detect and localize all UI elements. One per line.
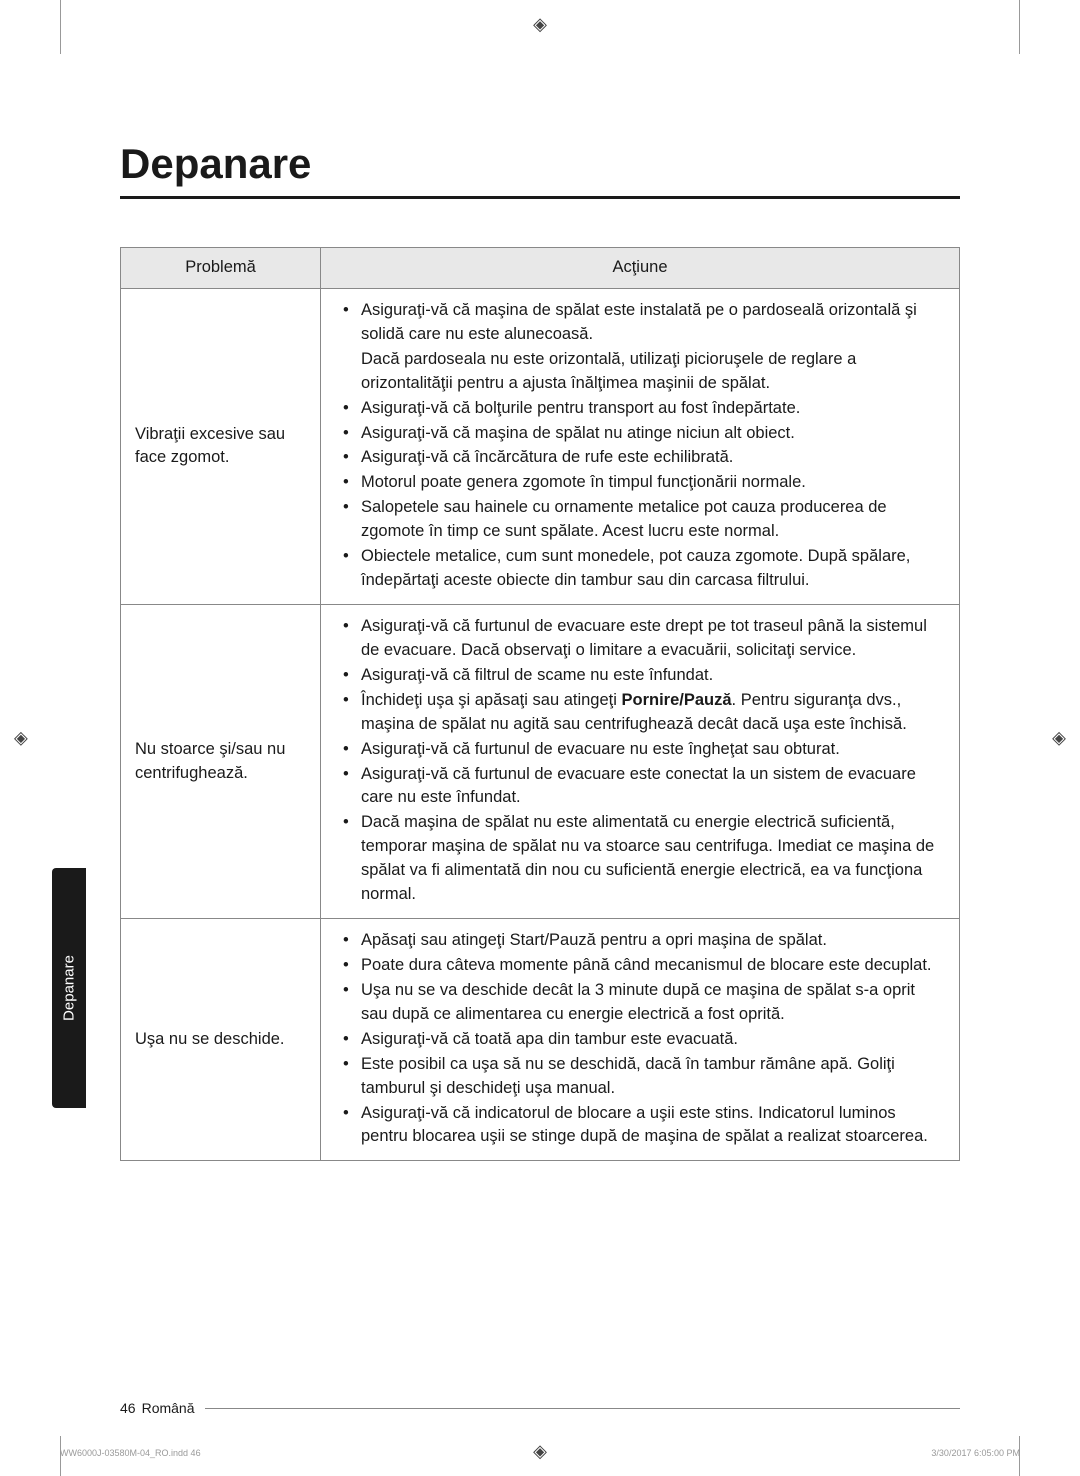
- page-number: 46: [120, 1400, 136, 1416]
- action-cell: Asiguraţi-vă că furtunul de evacuare est…: [321, 604, 960, 918]
- header-action: Acţiune: [321, 248, 960, 289]
- action-cell: Asiguraţi-vă că maşina de spălat este in…: [321, 288, 960, 604]
- action-item: Asiguraţi-vă că maşina de spălat nu atin…: [341, 422, 941, 446]
- header-problem: Problemă: [121, 248, 321, 289]
- problem-cell: Uşa nu se deschide.: [121, 919, 321, 1161]
- page-title: Depanare: [120, 140, 960, 188]
- action-item: Asiguraţi-vă că indicatorul de blocare a…: [341, 1102, 941, 1150]
- action-item: Asiguraţi-vă că furtunul de evacuare est…: [341, 763, 941, 811]
- print-timestamp: 3/30/2017 6:05:00 PM: [931, 1448, 1020, 1458]
- page-language: Română: [142, 1400, 195, 1416]
- page-footer: 46 Română: [120, 1400, 960, 1416]
- problem-cell: Vibraţii excesive sau face zgomot.: [121, 288, 321, 604]
- action-item: Asiguraţi-vă că maşina de spălat este in…: [341, 299, 941, 347]
- title-underline: [120, 196, 960, 199]
- action-item: Asiguraţi-vă că bolţurile pentru transpo…: [341, 397, 941, 421]
- action-item: Dacă maşina de spălat nu este alimentată…: [341, 811, 941, 907]
- action-item: Asiguraţi-vă că încărcătura de rufe este…: [341, 446, 941, 470]
- action-item: Apăsaţi sau atingeţi Start/Pauză pentru …: [341, 929, 941, 953]
- action-item: Obiectele metalice, cum sunt monedele, p…: [341, 545, 941, 593]
- action-subtext: Dacă pardoseala nu este orizontală, util…: [341, 348, 941, 396]
- action-item: Poate dura câteva momente până când meca…: [341, 954, 941, 978]
- action-item: Salopetele sau hainele cu ornamente meta…: [341, 496, 941, 544]
- action-item: Motorul poate genera zgomote în timpul f…: [341, 471, 941, 495]
- action-item: Asiguraţi-vă că toată apa din tambur est…: [341, 1028, 941, 1052]
- action-item: Uşa nu se va deschide decât la 3 minute …: [341, 979, 941, 1027]
- print-footer: WW6000J-03580M-04_RO.indd 46 3/30/2017 6…: [60, 1448, 1020, 1458]
- action-item: Închideţi uşa şi apăsaţi sau atingeţi Po…: [341, 689, 941, 737]
- action-cell: Apăsaţi sau atingeţi Start/Pauză pentru …: [321, 919, 960, 1161]
- action-item: Asiguraţi-vă că furtunul de evacuare nu …: [341, 738, 941, 762]
- problem-cell: Nu stoarce şi/sau nu centrifughează.: [121, 604, 321, 918]
- action-item: Asiguraţi-vă că filtrul de scame nu este…: [341, 664, 941, 688]
- footer-line: [205, 1408, 961, 1409]
- action-item: Asiguraţi-vă că furtunul de evacuare est…: [341, 615, 941, 663]
- print-filename: WW6000J-03580M-04_RO.indd 46: [60, 1448, 201, 1458]
- troubleshooting-table: Problemă Acţiune Vibraţii excesive sau f…: [120, 247, 960, 1161]
- action-item: Este posibil ca uşa să nu se deschidă, d…: [341, 1053, 941, 1101]
